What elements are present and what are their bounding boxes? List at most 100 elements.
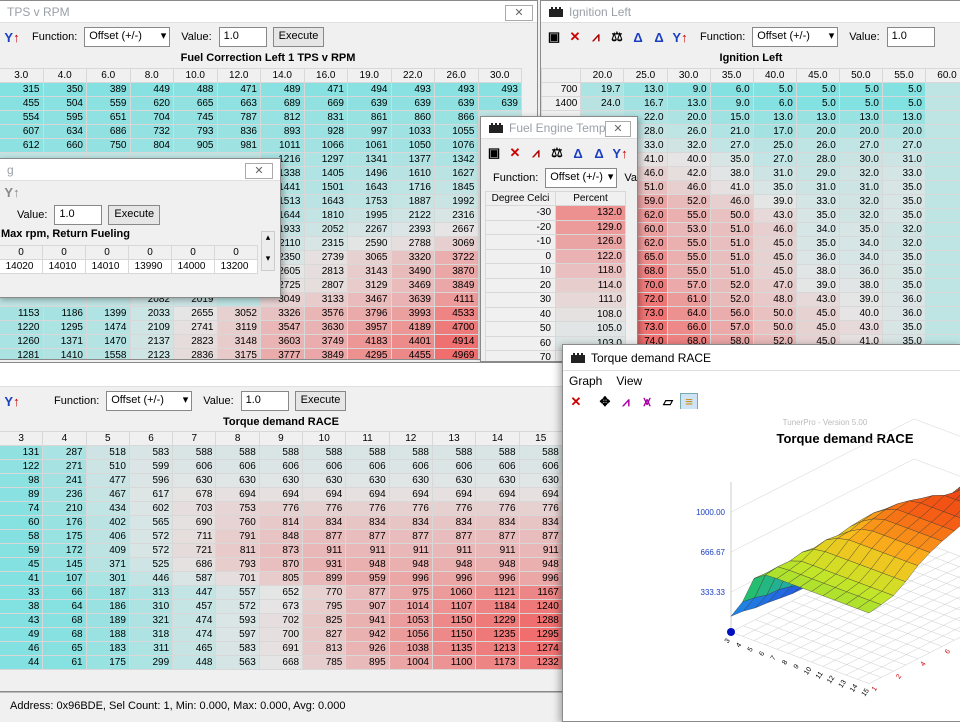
value-input[interactable]: 1.0 — [887, 27, 935, 47]
table-cell[interactable]: 493 — [478, 83, 522, 97]
table-cell[interactable]: 907 — [346, 600, 389, 614]
table-cell[interactable]: 42.0 — [667, 167, 710, 181]
table-cell[interactable]: 1753 — [348, 195, 392, 209]
execute-button[interactable]: Execute — [295, 391, 347, 411]
table-cell[interactable]: 175 — [43, 530, 86, 544]
table-cell[interactable]: 1232 — [519, 656, 562, 670]
table-cell[interactable]: 701 — [216, 572, 259, 586]
table-cell[interactable]: 1220 — [0, 321, 43, 335]
table-cell[interactable] — [926, 265, 960, 279]
table-cell[interactable]: 1229 — [476, 614, 519, 628]
table-cell[interactable]: 1066 — [304, 139, 348, 153]
table-cell[interactable]: 59 — [0, 544, 43, 558]
table-cell[interactable]: 51.0 — [710, 251, 753, 265]
table-cell[interactable]: 1055 — [435, 125, 479, 139]
table-cell[interactable]: 630 — [389, 474, 432, 488]
table-cell[interactable]: 689 — [261, 97, 305, 111]
table-cell[interactable]: 948 — [389, 558, 432, 572]
table-cell[interactable]: 46.0 — [753, 223, 796, 237]
close-icon[interactable]: ✕ — [605, 121, 631, 137]
table-cell[interactable]: 287 — [43, 446, 86, 460]
fuel-correction-titlebar[interactable]: TPS v RPM — [0, 1, 537, 23]
table-cell[interactable]: 60 — [0, 516, 43, 530]
table-cell[interactable]: 38.0 — [710, 167, 753, 181]
table-cell[interactable]: 145 — [43, 558, 86, 572]
table-cell[interactable]: 43.0 — [839, 321, 882, 335]
table-cell[interactable]: 606 — [173, 460, 216, 474]
table-cell[interactable]: 350 — [43, 83, 87, 97]
table-cell[interactable]: 3467 — [348, 293, 392, 307]
table-cell[interactable]: 686 — [87, 125, 131, 139]
table-cell[interactable]: 3326 — [261, 307, 305, 321]
table-cell[interactable]: 1056 — [389, 628, 432, 642]
table-cell[interactable]: 35.0 — [882, 251, 925, 265]
table-cell[interactable]: 35.0 — [882, 209, 925, 223]
table-cell[interactable]: 583 — [129, 446, 172, 460]
table-cell[interactable]: 877 — [346, 530, 389, 544]
table-cell[interactable]: 606 — [519, 460, 562, 474]
table-cell[interactable]: 489 — [261, 83, 305, 97]
table-cell[interactable]: 6.0 — [753, 97, 796, 111]
table-cell[interactable]: 3547 — [261, 321, 305, 335]
table-cell[interactable]: 948 — [346, 558, 389, 572]
table-cell[interactable]: 1377 — [391, 153, 435, 167]
table-cell[interactable]: 593 — [216, 614, 259, 628]
table-cell[interactable]: 49 — [0, 628, 43, 642]
table-cell[interactable]: 596 — [129, 474, 172, 488]
table-cell[interactable]: 39.0 — [839, 293, 882, 307]
table-cell[interactable]: 606 — [476, 460, 519, 474]
table-cell[interactable]: 15.0 — [710, 111, 753, 125]
table-cell[interactable]: 911 — [346, 544, 389, 558]
table-cell[interactable]: 793 — [216, 558, 259, 572]
table-cell[interactable]: 630 — [303, 474, 346, 488]
table-cell[interactable] — [926, 195, 960, 209]
table-cell[interactable] — [926, 111, 960, 125]
table-cell[interactable]: 57.0 — [667, 279, 710, 293]
table-cell[interactable] — [926, 209, 960, 223]
table-cell[interactable]: 457 — [173, 600, 216, 614]
table-cell[interactable]: 34.0 — [839, 251, 882, 265]
table-cell[interactable]: 607 — [0, 125, 43, 139]
y-axis-icon[interactable]: Y↑ — [3, 28, 21, 46]
table-cell[interactable]: 711 — [173, 530, 216, 544]
table-cell[interactable]: 1341 — [348, 153, 392, 167]
table-cell[interactable]: 981 — [217, 139, 261, 153]
table-cell[interactable]: 14020 — [0, 260, 43, 274]
table-cell[interactable]: 831 — [304, 111, 348, 125]
table-cell[interactable]: 813 — [303, 642, 346, 656]
table-cell[interactable]: 595 — [43, 111, 87, 125]
table-cell[interactable]: 1173 — [476, 656, 519, 670]
table-cell[interactable]: 673 — [259, 600, 302, 614]
table-cell[interactable]: 3490 — [391, 265, 435, 279]
table-cell[interactable]: 510 — [86, 460, 129, 474]
table-cell[interactable]: 5.0 — [796, 97, 839, 111]
table-cell[interactable]: 1038 — [389, 642, 432, 656]
table-cell[interactable]: 750 — [87, 139, 131, 153]
table-cell[interactable]: 1297 — [304, 153, 348, 167]
table-cell[interactable]: 186 — [86, 600, 129, 614]
torque-3d-plot[interactable]: TunerPro - Version 5.00 Torque demand RA… — [563, 409, 960, 722]
table-cell[interactable]: 402 — [86, 516, 129, 530]
table-cell[interactable]: 41.0 — [710, 181, 753, 195]
table-cell[interactable]: 118.0 — [556, 264, 626, 279]
table-cell[interactable]: 43 — [0, 614, 43, 628]
table-cell[interactable]: 791 — [216, 530, 259, 544]
table-cell[interactable]: 1288 — [519, 614, 562, 628]
table-cell[interactable]: 3069 — [435, 237, 479, 251]
table-cell[interactable]: 694 — [389, 488, 432, 502]
table-cell[interactable]: 2316 — [435, 209, 479, 223]
table-cell[interactable]: 588 — [346, 446, 389, 460]
execute-button[interactable]: Execute — [273, 27, 325, 47]
table-cell[interactable]: 3957 — [348, 321, 392, 335]
table-cell[interactable]: 3175 — [217, 349, 261, 361]
table-cell[interactable]: 557 — [216, 586, 259, 600]
table-cell[interactable]: 665 — [174, 97, 218, 111]
table-cell[interactable]: 31.0 — [796, 181, 839, 195]
table-cell[interactable]: 905 — [174, 139, 218, 153]
table-cell[interactable]: 32.0 — [882, 237, 925, 251]
delta-icon[interactable]: Δ — [569, 144, 587, 162]
table-cell[interactable]: 793 — [174, 125, 218, 139]
table-cell[interactable]: 572 — [129, 544, 172, 558]
table-cell[interactable]: 2137 — [130, 335, 174, 349]
table-cell[interactable]: 3603 — [261, 335, 305, 349]
